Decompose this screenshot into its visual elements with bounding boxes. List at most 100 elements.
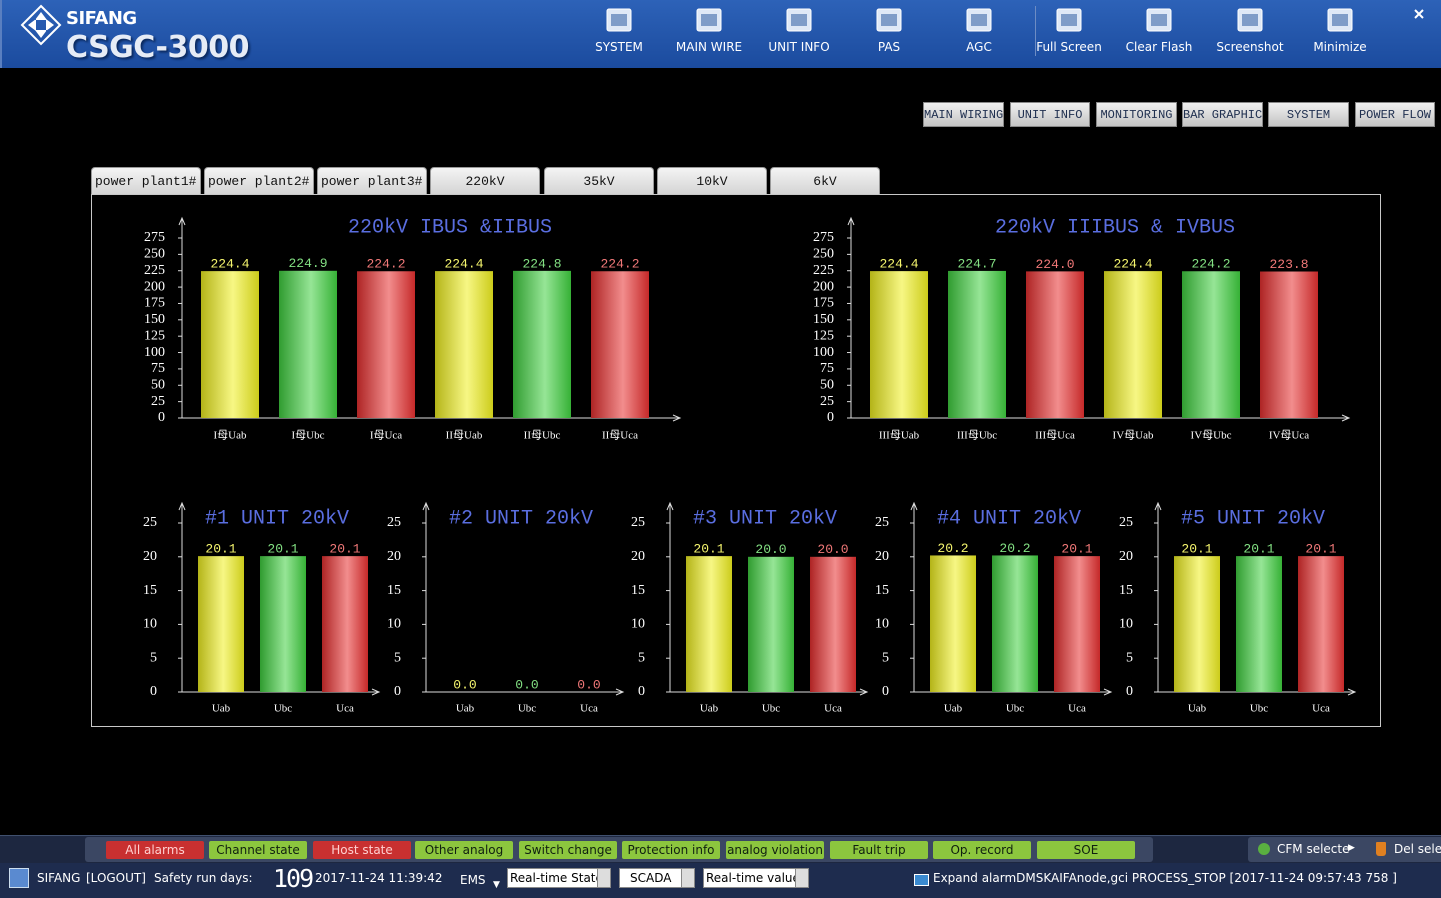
view-button[interactable]: MAIN WIRING [923,102,1004,127]
x-tick-label: Uab [456,703,475,715]
x-tick-label: III母Ubc [957,429,997,442]
x-tick-label: II母Ubc [524,429,561,442]
bar [591,271,649,418]
nav-item[interactable]: Screenshot [1205,0,1295,60]
x-tick-label: Ubc [762,703,780,715]
value-label: 20.2 [999,541,1030,556]
y-tick-label: 250 [813,247,834,262]
view-button[interactable]: BAR GRAPHIC [1182,102,1263,127]
brand: SIFANG [66,8,137,29]
y-tick-label: 125 [144,328,165,343]
alarm-tab[interactable]: Host state [313,841,411,859]
y-tick-label: 10 [631,617,645,632]
y-tick-label: 20 [875,549,889,564]
nav-icon [606,8,632,32]
y-tick-label: 50 [151,377,165,392]
chart-frame [91,194,1381,727]
select[interactable]: SCADA [619,868,695,888]
bar [260,556,306,692]
tab[interactable]: power plant2# [204,167,314,194]
nav-item[interactable]: Minimize [1295,0,1385,60]
value-label: 224.7 [957,256,996,271]
value-label: 224.4 [444,257,483,272]
nav-item[interactable]: UNIT INFO [754,0,844,60]
message: Expand alarmDMSKAIFAnode,gci PROCESS_STO… [933,871,1397,885]
y-tick-label: 20 [387,549,401,564]
nav-icon [696,8,722,32]
alarm-tab[interactable]: Op. record [933,841,1031,859]
alarm-tab[interactable]: All alarms [106,841,204,859]
bar [1054,556,1100,692]
value-label: 224.4 [210,257,249,272]
tab[interactable]: 220kV [430,167,540,194]
value-label: 20.1 [205,542,236,557]
y-tick-label: 15 [387,583,401,598]
y-tick-label: 10 [387,617,401,632]
bar [1182,271,1240,418]
bar [1298,556,1344,692]
tab[interactable]: 6kV [770,167,880,194]
nav-item[interactable]: AGC [934,0,1024,60]
chart-title: #5 UNIT 20kV [1181,507,1325,530]
y-tick-label: 5 [638,650,645,665]
select[interactable]: Real-time value [703,868,809,888]
nav-label: PAS [877,40,901,54]
datetime: 2017-11-24 11:39:42 [315,871,443,885]
nav-item[interactable]: Clear Flash [1114,0,1204,60]
view-button[interactable]: MONITORING [1096,102,1177,127]
cfm-icon [1258,843,1270,855]
bar [810,556,856,692]
y-axis [910,501,918,692]
view-button[interactable]: SYSTEM [1268,102,1349,127]
y-tick-label: 5 [394,650,401,665]
y-tick-label: 15 [143,583,157,598]
tab[interactable]: 10kV [657,167,767,194]
side-button[interactable]: Del sele [1394,842,1441,856]
side-panel [1248,837,1441,862]
y-axis [178,501,186,692]
nav-item[interactable]: PAS [844,0,934,60]
close-button[interactable] [1412,7,1426,21]
charts: 220kV IBUS &IIBUS02550751001251501752002… [143,216,1357,715]
alarm-tab[interactable]: SOE [1037,841,1135,859]
alarm-tab[interactable]: Switch change [519,841,617,859]
alarm-tab[interactable]: Fault trip [830,841,928,859]
y-tick-label: 0 [150,684,157,699]
nav-item[interactable]: Full Screen [1024,0,1114,60]
y-tick-label: 15 [631,583,645,598]
side-button[interactable]: CFM selecte [1277,842,1350,856]
nav-label: UNIT INFO [768,40,830,54]
bar [279,270,337,418]
alarm-tab[interactable]: analog violation [726,841,824,859]
nav-item[interactable]: SYSTEM [574,0,664,60]
y-tick-label: 0 [394,684,401,699]
x-tick-label: Uca [1068,703,1086,715]
tab[interactable]: power plant3# [317,167,427,194]
alarm-tab[interactable]: Channel state [209,841,307,859]
x-tick-label: IV母Uab [1113,429,1154,442]
view-button[interactable]: UNIT INFO [1010,102,1090,127]
value-label: 20.1 [1243,542,1274,557]
select-arrow [795,869,808,887]
value-label: 224.2 [1191,257,1230,272]
select[interactable]: Real-time State [507,868,611,888]
value-label: 0.0 [453,677,476,692]
x-tick-label: Ubc [274,703,292,715]
x-tick-label: IV母Uca [1269,429,1309,442]
nav-item[interactable]: MAIN WIRE [664,0,754,60]
alarm-tab[interactable]: Other analog [415,841,513,859]
logout[interactable]: [LOGOUT] [86,871,146,885]
y-tick-label: 225 [144,263,165,278]
y-tick-label: 75 [151,361,165,376]
view-button[interactable]: POWER FLOW [1355,102,1435,127]
nav-icon [1056,8,1082,32]
y-tick-label: 20 [1119,549,1133,564]
tab[interactable]: power plant1# [91,167,201,194]
x-tick-label: Uab [944,703,963,715]
x-tick-label: Uab [1188,703,1207,715]
tab[interactable]: 35kV [544,167,654,194]
alarm-tab[interactable]: Protection info [622,841,720,859]
bar [435,271,493,418]
y-tick-label: 75 [820,361,834,376]
y-tick-label: 125 [813,328,834,343]
